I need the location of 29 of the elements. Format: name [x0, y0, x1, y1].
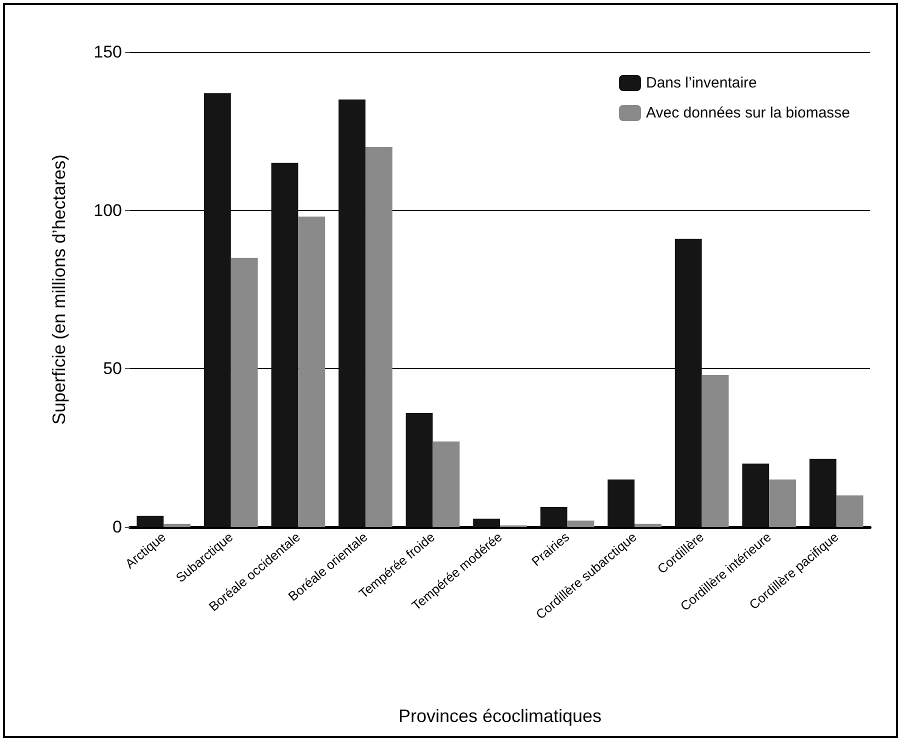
y-tick-label: 0	[112, 518, 122, 536]
bar	[432, 442, 460, 527]
legend-label: Avec données sur la biomasse	[646, 104, 850, 122]
bar	[164, 524, 191, 527]
bar	[230, 258, 258, 527]
x-axis-title: Provinces écoclimatiques	[398, 706, 602, 726]
bar	[298, 216, 326, 527]
bar	[271, 162, 298, 527]
y-tick-label: 150	[94, 42, 122, 62]
bar	[204, 93, 231, 527]
y-axis-title: Superficie (en millions d’hectares)	[49, 154, 69, 425]
bar	[365, 147, 392, 527]
bar	[809, 458, 836, 527]
bar	[769, 480, 796, 527]
bar	[674, 238, 702, 527]
bar	[634, 524, 662, 527]
bar	[836, 495, 864, 527]
y-tick-label: 50	[103, 359, 122, 378]
bar	[567, 520, 594, 527]
bar	[136, 516, 164, 527]
y-tick-label: 100	[94, 200, 122, 220]
bar	[742, 464, 770, 527]
bar	[540, 507, 568, 527]
bar	[702, 375, 729, 527]
bar	[338, 100, 366, 527]
bar	[406, 413, 433, 527]
bar	[473, 518, 500, 527]
legend-label: Dans l’inventaire	[646, 74, 757, 92]
bar	[608, 480, 635, 527]
